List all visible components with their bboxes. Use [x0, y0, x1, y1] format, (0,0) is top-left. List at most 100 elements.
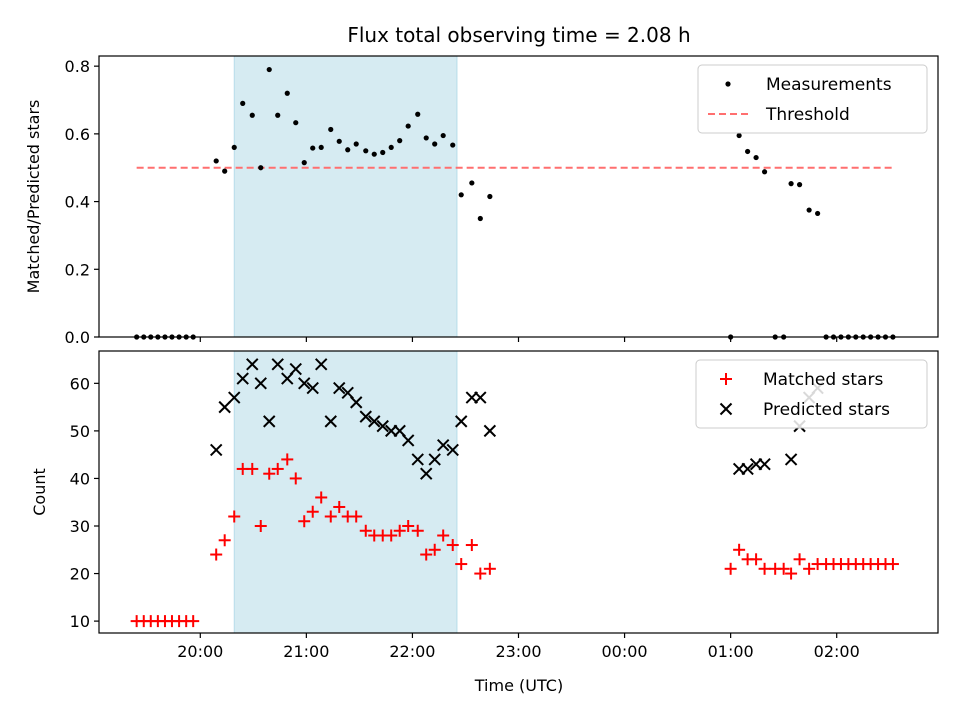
observing-interval-shade-top — [233, 55, 458, 338]
predicted-stars-point-25 — [428, 453, 441, 466]
measurements-point-40 — [487, 193, 493, 200]
measurements-point-15 — [266, 66, 272, 73]
measurements-point-14 — [258, 165, 264, 171]
x-tick-label: 20:00 — [177, 642, 223, 661]
predicted-stars-point-1 — [218, 400, 231, 414]
bot-y-tick-label: 10 — [70, 612, 90, 631]
predicted-stars-point-0 — [209, 443, 223, 457]
measurements-point-51 — [815, 210, 821, 217]
measurements-point-35 — [440, 132, 446, 139]
measurements-point-28 — [380, 149, 386, 156]
predicted-stars-point-24 — [420, 467, 433, 480]
top-legend-box — [697, 64, 928, 134]
observing-interval-shade-bottom — [233, 350, 458, 634]
measurements-point-38 — [469, 180, 475, 186]
measurements-point-12 — [240, 100, 246, 106]
matched-stars-point-37 — [455, 558, 468, 571]
predicted-stars-point-4 — [246, 358, 259, 371]
matched-stars-point-35 — [437, 529, 450, 542]
bottom-legend-box — [695, 359, 928, 429]
x-tick-label: 22:00 — [389, 642, 435, 661]
predicted-stars-point-12 — [315, 358, 328, 371]
matched-stars-point-23 — [333, 500, 346, 513]
x-tick-label: 23:00 — [495, 642, 541, 661]
x-tick-label: 21:00 — [283, 642, 329, 661]
measurements-point-22 — [328, 126, 334, 133]
predicted-stars-point-17 — [359, 410, 372, 423]
matched-stars-point-18 — [289, 472, 302, 485]
measurements-point-16 — [275, 112, 281, 118]
matched-stars-point-21 — [315, 491, 328, 504]
matched-stars-point-32 — [411, 524, 424, 537]
measurements-point-31 — [405, 123, 411, 129]
predicted-stars-point-6 — [263, 415, 276, 428]
top-x-ticks — [199, 337, 838, 342]
predicted-stars-point-14 — [333, 381, 346, 395]
matched-stars-point-34 — [428, 543, 441, 556]
predicted-stars-point-11 — [306, 381, 319, 395]
top-y-ticks: 0.0 0.2 0.4 0.6 0.8 — [65, 57, 99, 347]
measurements-point-26 — [363, 148, 369, 154]
matched-stars-point-49 — [793, 553, 806, 566]
predicted-stars-point-30 — [474, 391, 487, 404]
matched-stars-point-26 — [359, 524, 372, 537]
matched-stars-point-30 — [393, 524, 406, 537]
legend-marker-measurements — [725, 81, 731, 87]
predicted-stars-point-2 — [228, 391, 241, 404]
predicted-stars-point-31 — [483, 424, 497, 438]
matched-stars-point-36 — [446, 539, 459, 552]
measurements-point-25 — [353, 141, 359, 147]
predicted-stars-point-18 — [368, 415, 381, 428]
bot-y-tick-label: 50 — [70, 422, 90, 441]
measurements-point-9 — [213, 158, 219, 164]
measurements-point-10 — [222, 168, 228, 174]
measurements-point-20 — [310, 145, 316, 151]
measurements-point-27 — [371, 151, 377, 157]
x-tick-label: 01:00 — [708, 642, 754, 661]
measurements-point-17 — [284, 90, 290, 96]
bottom-y-axis-label: Count — [30, 468, 49, 516]
matched-stars-point-9 — [210, 548, 223, 561]
predicted-stars-point-27 — [446, 443, 459, 457]
measurements-point-13 — [249, 112, 255, 118]
x-tick-label: 00:00 — [602, 642, 648, 661]
matched-stars-point-50 — [803, 562, 816, 575]
matched-stars-point-47 — [777, 562, 790, 575]
bottom-y-ticks: 10 20 30 40 50 60 — [70, 374, 99, 631]
matched-stars-point-44 — [750, 553, 763, 566]
measurements-point-24 — [345, 147, 351, 153]
matched-stars-point-22 — [324, 510, 337, 523]
legend-label-threshold: Threshold — [765, 105, 850, 125]
top-panel: 0.00.20.40.60.8 Matched/Predicted stars … — [24, 55, 939, 347]
top-y-tick-label: 0.6 — [65, 125, 90, 144]
predicted-stars-point-5 — [254, 377, 267, 390]
top-y-axis-label: Matched/Predicted stars — [24, 100, 43, 294]
matched-stars-point-19 — [298, 515, 311, 528]
legend-label-predicted-stars: Predicted stars — [763, 400, 890, 420]
chart-title: Flux total observing time = 2.08 h — [347, 23, 690, 47]
matched-stars-point-38 — [465, 539, 478, 552]
matched-stars-point-10 — [218, 534, 231, 547]
matched-stars-point-31 — [402, 520, 415, 533]
measurements-point-29 — [388, 144, 394, 151]
top-y-tick-label: 0.8 — [65, 57, 90, 76]
legend-label-matched-stars: Matched stars — [763, 370, 883, 390]
predicted-stars-point-9 — [289, 362, 302, 376]
measurements-point-33 — [423, 135, 429, 141]
measurements-point-48 — [788, 181, 794, 187]
measurements-point-21 — [318, 144, 324, 151]
matched-stars-point-48 — [785, 567, 798, 580]
matched-stars-point-11 — [228, 510, 241, 523]
matched-stars-point-25 — [350, 510, 363, 523]
bot-y-tick-label: 30 — [70, 517, 90, 536]
predicted-stars-point-35 — [758, 457, 771, 471]
matched-stars-point-16 — [271, 462, 284, 475]
measurements-point-37 — [458, 192, 464, 198]
legend-label-measurements: Measurements — [766, 75, 892, 95]
bot-y-tick-label: 40 — [70, 469, 90, 488]
x-tick-label: 02:00 — [814, 642, 860, 661]
measurements-point-43 — [745, 148, 751, 155]
measurements-point-42 — [736, 132, 742, 139]
predicted-stars-point-28 — [455, 415, 468, 428]
